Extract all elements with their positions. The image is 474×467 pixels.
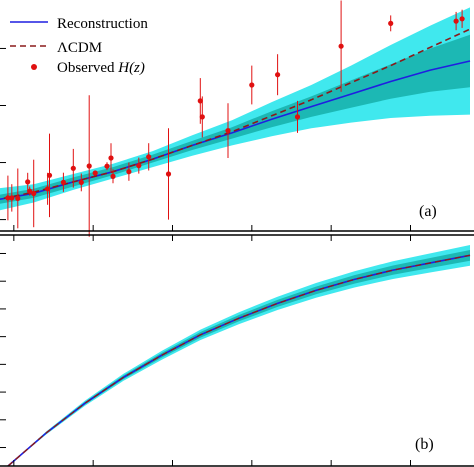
- panel-b-reconstruction-line: [7, 254, 471, 467]
- observed-hz-point-12: [92, 170, 98, 176]
- observed-hz-point-29: [459, 16, 465, 22]
- observed-hz-point-16: [126, 169, 132, 175]
- observed-hz-point-3: [25, 179, 31, 185]
- observed-hz-point-1: [9, 195, 15, 201]
- observed-hz-point-23: [249, 82, 255, 88]
- panel-a: (a) Reconstruction ΛCDM Observed H(z): [0, 0, 474, 237]
- legend: Reconstruction ΛCDM Observed H(z): [10, 16, 148, 76]
- panel-b-bands: [8, 245, 470, 466]
- observed-hz-point-2: [15, 195, 21, 201]
- legend-observed-prefix: Observed: [57, 60, 118, 76]
- observed-hz-point-10: [78, 179, 84, 185]
- observed-hz-point-14: [108, 155, 114, 161]
- panel-b-band-outer: [8, 245, 470, 466]
- legend-observed-symbol: H(z): [117, 60, 145, 76]
- observed-hz-point-25: [294, 114, 301, 120]
- observed-hz-points: [5, 0, 465, 237]
- observed-hz-point-20: [197, 98, 203, 104]
- observed-hz-point-13: [104, 163, 110, 169]
- legend-reconstruction-label: Reconstruction: [57, 16, 148, 32]
- panel-a-label: (a): [419, 203, 437, 220]
- panel-a-ticks: [0, 47, 411, 231]
- observed-hz-point-4: [27, 188, 33, 194]
- panel-b-ticks: [0, 235, 411, 466]
- observed-hz-point-5: [31, 190, 37, 197]
- observed-hz-point-15: [110, 173, 116, 179]
- legend-observed-swatch: [31, 64, 37, 70]
- observed-hz-point-6: [45, 186, 51, 192]
- observed-hz-point-11: [86, 163, 92, 169]
- panel-b: (b): [0, 234, 474, 467]
- observed-hz-point-7: [46, 172, 53, 178]
- observed-hz-point-9: [70, 165, 76, 171]
- legend-observed-label: Observed H(z): [57, 60, 145, 76]
- observed-hz-point-17: [136, 163, 142, 169]
- observed-hz-point-27: [388, 20, 394, 26]
- panel-b-curves: [7, 254, 471, 467]
- observed-hz-point-24: [275, 72, 281, 78]
- observed-hz-point-8: [60, 179, 66, 185]
- observed-hz-point-26: [338, 43, 344, 49]
- legend-lcdm-label: ΛCDM: [57, 40, 102, 56]
- observed-hz-point-19: [165, 171, 172, 177]
- observed-hz-point-21: [199, 114, 205, 120]
- panel-a-bands: [0, 7, 470, 211]
- observed-hz-point-0: [5, 195, 11, 201]
- panel-b-lcdm-line: [7, 254, 471, 467]
- observed-hz-point-18: [146, 154, 152, 160]
- observed-hz-point-22: [225, 128, 231, 134]
- panel-b-label: (b): [415, 436, 434, 453]
- observed-hz-point-28: [453, 18, 459, 24]
- panel-b-band-inner: [8, 250, 470, 466]
